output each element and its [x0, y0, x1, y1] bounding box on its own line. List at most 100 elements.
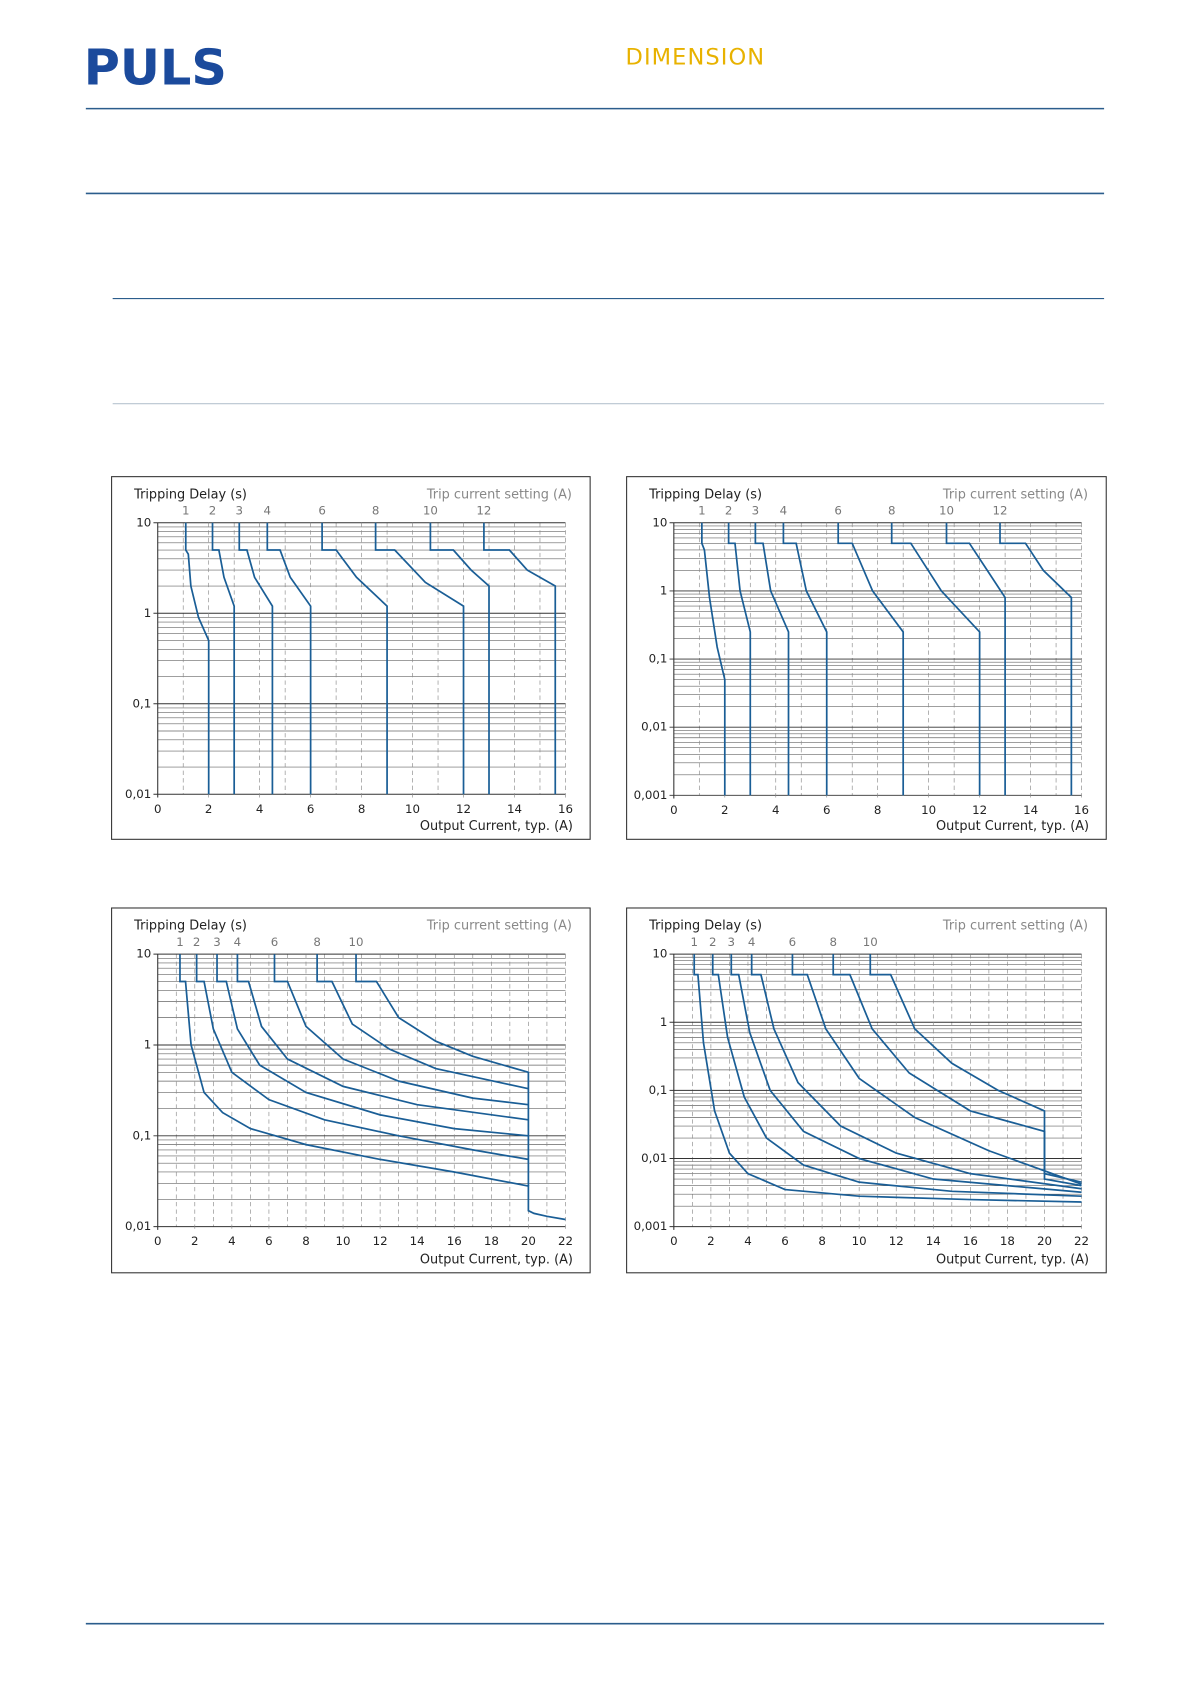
x-tick-label: 0: [670, 803, 678, 817]
y-tick-label: 0,001: [634, 788, 668, 802]
series-label: 4: [234, 935, 242, 949]
x-tick-label: 8: [302, 1234, 310, 1248]
series-label: 12: [993, 503, 1008, 517]
series-label: 2: [725, 503, 733, 517]
series-line: [211, 522, 236, 795]
x-tick-label: 6: [265, 1234, 273, 1248]
x-tick-label: 10: [336, 1234, 351, 1248]
x-tick-label: 12: [373, 1234, 388, 1248]
series-label: 2: [209, 503, 217, 517]
y-tick-label: 10: [652, 515, 667, 529]
series-label: 8: [888, 503, 896, 517]
x-tick-label: 10: [852, 1234, 867, 1248]
chart: Tripping Delay (s) Trip current setting (…: [111, 907, 591, 1274]
series-label: 6: [271, 935, 279, 949]
x-tick-label: 2: [191, 1234, 199, 1248]
x-tick-label: 20: [1037, 1234, 1052, 1248]
series-line: [999, 522, 1073, 796]
series-line: [727, 522, 752, 796]
x-tick-label: 14: [1023, 803, 1038, 817]
x-tick-label: 4: [256, 802, 264, 816]
series-label: 2: [193, 935, 201, 949]
y-axis-title: Tripping Delay (s): [648, 919, 762, 934]
series-line: [321, 522, 388, 795]
series-label: 12: [476, 503, 491, 517]
series-line: [869, 954, 1082, 1183]
series-line: [693, 954, 1082, 1203]
x-tick-label: 0: [670, 1234, 678, 1248]
x-tick-label: 16: [447, 1234, 462, 1248]
y-tick-label: 0,001: [634, 1219, 668, 1233]
x-axis-title: Output Current, typ. (A): [420, 819, 573, 834]
legend-title: Trip current setting (A): [942, 919, 1088, 934]
y-tick-label: 0,1: [133, 1128, 152, 1142]
x-tick-label: 16: [1074, 803, 1089, 817]
x-tick-label: 14: [507, 802, 522, 816]
x-tick-label: 6: [307, 802, 315, 816]
x-tick-label: 6: [823, 803, 831, 817]
series-label: 3: [236, 503, 244, 517]
x-tick-label: 14: [410, 1234, 425, 1248]
y-tick-label: 10: [136, 947, 151, 961]
x-tick-label: 10: [921, 803, 936, 817]
series-label: 6: [789, 935, 797, 949]
y-tick-label: 1: [660, 583, 668, 597]
y-tick-label: 10: [652, 947, 667, 961]
x-tick-label: 2: [707, 1234, 715, 1248]
series-line: [374, 522, 465, 795]
y-tick-label: 0,1: [649, 652, 668, 666]
x-tick-label: 18: [1000, 1234, 1015, 1248]
y-tick-label: 1: [660, 1015, 668, 1029]
x-tick-label: 8: [358, 802, 366, 816]
series-line: [216, 954, 529, 1137]
chart-frame: [626, 907, 1107, 1274]
x-tick-label: 20: [521, 1234, 536, 1248]
series-label: 4: [264, 503, 272, 517]
series-line: [236, 954, 529, 1121]
y-tick-label: 0,1: [133, 696, 152, 710]
series-label: 6: [318, 503, 326, 517]
x-axis-title: Output Current, typ. (A): [936, 819, 1089, 834]
series-line: [273, 954, 529, 1106]
x-tick-label: 22: [558, 1234, 573, 1248]
series-line: [837, 522, 905, 796]
chart-frame: [111, 476, 591, 840]
series-line: [701, 522, 726, 796]
y-tick-label: 1: [144, 1037, 152, 1051]
series-label: 3: [752, 503, 760, 517]
y-tick-label: 0,01: [125, 787, 151, 801]
chart: Tripping Delay (s) Trip current setting (…: [111, 476, 591, 840]
y-tick-label: 0,01: [641, 720, 667, 734]
x-axis-title: Output Current, typ. (A): [420, 1252, 573, 1267]
y-axis-title: Tripping Delay (s): [133, 487, 247, 502]
legend-title: Trip current setting (A): [426, 919, 572, 934]
y-tick-label: 0,1: [649, 1083, 668, 1097]
series-line: [791, 954, 1082, 1185]
y-tick-label: 0,01: [641, 1151, 667, 1165]
series-label: 4: [748, 935, 756, 949]
series-line: [945, 522, 1006, 796]
series-line: [355, 954, 530, 1187]
series-line: [184, 522, 210, 795]
x-tick-label: 2: [721, 803, 729, 817]
x-axis-title: Output Current, typ. (A): [936, 1252, 1089, 1267]
series-label: 4: [780, 503, 788, 517]
y-axis-title: Tripping Delay (s): [648, 487, 762, 502]
x-tick-label: 8: [874, 803, 882, 817]
x-tick-label: 18: [484, 1234, 499, 1248]
x-tick-label: 16: [963, 1234, 978, 1248]
series-line: [782, 522, 828, 796]
y-axis-title: Tripping Delay (s): [133, 919, 247, 934]
x-tick-label: 10: [405, 802, 420, 816]
series-label: 6: [834, 503, 842, 517]
x-tick-label: 0: [154, 802, 162, 816]
series-line: [266, 522, 312, 795]
series-line: [483, 522, 557, 795]
series-label: 8: [372, 503, 380, 517]
x-tick-label: 0: [154, 1234, 162, 1248]
series-line: [238, 522, 274, 795]
x-tick-label: 22: [1074, 1234, 1089, 1248]
logo: PULS: [84, 39, 227, 97]
